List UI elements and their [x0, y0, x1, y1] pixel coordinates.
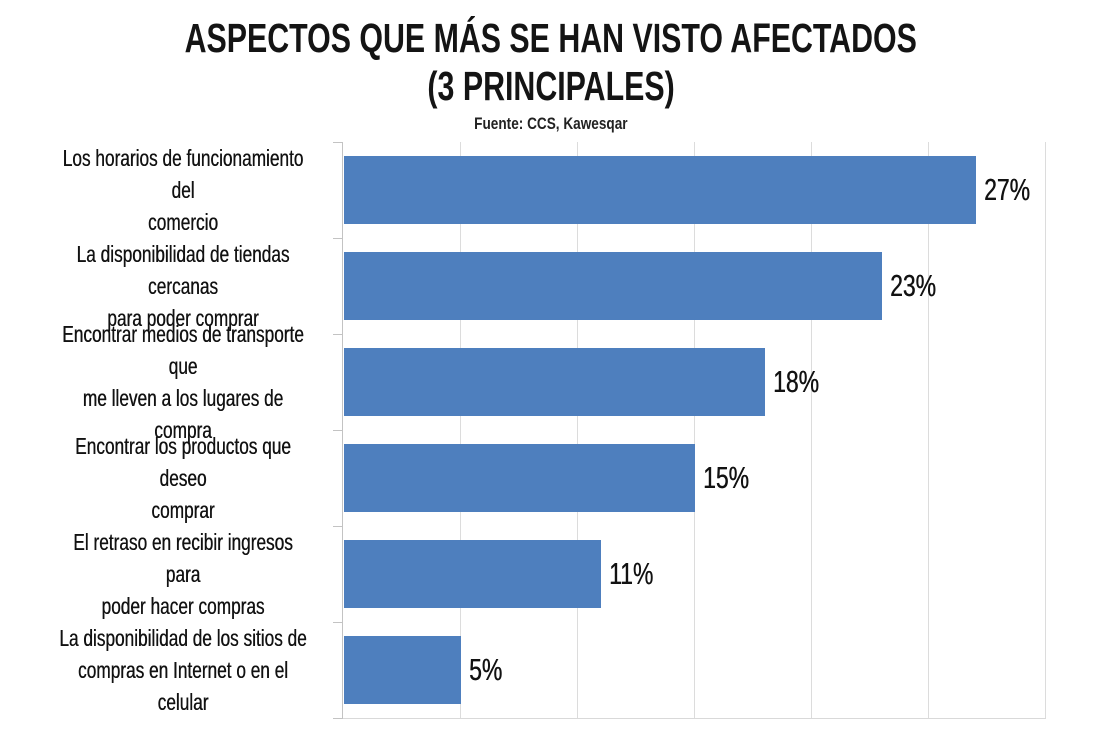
category-label-text: La disponibilidad de tiendas cercanas pa…: [76, 241, 290, 331]
value-label-2: 23%: [890, 268, 936, 303]
bar-5: [344, 540, 601, 608]
axis-tick: [333, 334, 343, 335]
category-label-1: Los horarios de funcionamiento del comer…: [16, 142, 350, 238]
bar-1: [344, 156, 976, 224]
category-label-4: Encontrar los productos que deseo compra…: [16, 430, 350, 526]
axis-tick: [333, 430, 343, 431]
gridline-20pct: [811, 142, 812, 718]
category-label-5: El retraso en recibir ingresos para pode…: [16, 526, 350, 622]
value-label-4: 15%: [703, 460, 749, 495]
category-label-text: Encontrar medios de transporte que me ll…: [62, 321, 304, 443]
axis-tick: [333, 622, 343, 623]
axis-tick: [333, 526, 343, 527]
bar-3: [344, 348, 765, 416]
value-label-5: 11%: [609, 556, 654, 591]
bar-2: [344, 252, 882, 320]
category-label-text: Los horarios de funcionamiento del comer…: [62, 145, 304, 235]
gridline-5pct: [460, 142, 461, 718]
chart-title-line1: ASPECTOS QUE MÁS SE HAN VISTO AFECTADOS: [184, 15, 918, 61]
axis-tick: [333, 718, 343, 719]
bar-6: [344, 636, 461, 704]
axis-tick: [333, 142, 343, 143]
category-axis-labels: Los horarios de funcionamiento del comer…: [16, 142, 350, 718]
value-label-1: 27%: [984, 172, 1030, 207]
category-label-6: La disponibilidad de los sitios de compr…: [16, 622, 350, 718]
value-label-3: 18%: [773, 364, 819, 399]
category-label-text: Encontrar los productos que deseo compra…: [75, 433, 291, 523]
chart-subtitle: Fuente: CCS, Kawesqar: [474, 114, 628, 133]
plot-area: 27% 23% 18% 15% 11% 5%: [333, 142, 1046, 719]
category-label-2: La disponibilidad de tiendas cercanas pa…: [16, 238, 350, 334]
chart-title: ASPECTOS QUE MÁS SE HAN VISTO AFECTADOS …: [0, 14, 1102, 110]
gridline-25pct: [928, 142, 929, 718]
category-label-text: El retraso en recibir ingresos para pode…: [73, 529, 293, 619]
gridline-30pct: [1045, 142, 1046, 718]
axis-tick: [333, 238, 343, 239]
chart-title-line2: (3 PRINCIPALES): [427, 63, 675, 109]
category-label-text: La disponibilidad de los sitios de compr…: [59, 625, 307, 715]
gridline-10pct: [577, 142, 578, 718]
gridline-15pct: [694, 142, 695, 718]
value-label-6: 5%: [469, 652, 503, 687]
bar-4: [344, 444, 695, 512]
category-label-3: Encontrar medios de transporte que me ll…: [16, 321, 350, 443]
